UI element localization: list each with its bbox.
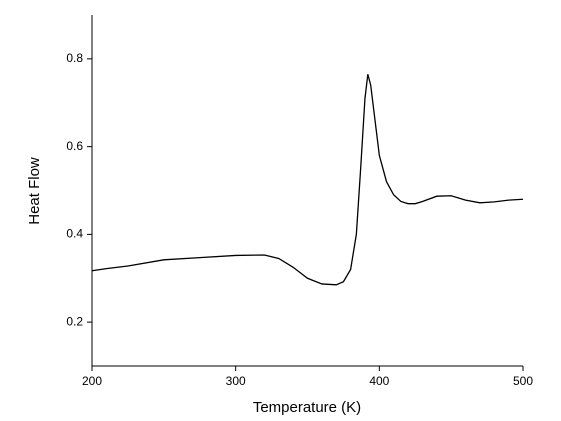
data-line — [91, 74, 524, 286]
y-tick-label: 0.4 — [66, 227, 83, 241]
x-tick-label: 500 — [513, 374, 533, 388]
x-tick-label: 400 — [369, 374, 389, 388]
x-tick-label: 300 — [226, 374, 246, 388]
y-tick-label: 0.6 — [66, 139, 83, 153]
y-axis-title: Heat Flow — [26, 157, 43, 225]
x-axis-title: Temperature (K) — [253, 399, 361, 416]
y-tick-label: 0.2 — [66, 314, 83, 328]
y-tick-label: 0.8 — [66, 51, 83, 65]
x-tick-label: 200 — [82, 374, 102, 388]
